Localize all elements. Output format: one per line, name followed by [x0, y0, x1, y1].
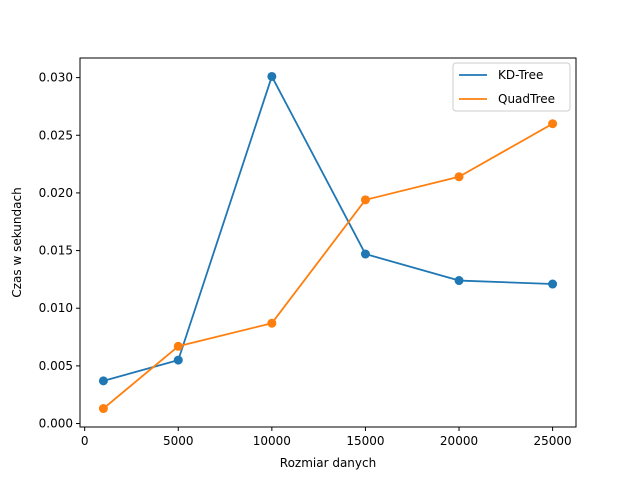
- series-line-kd-tree: [103, 75, 553, 382]
- data-point-quadtree: [98, 404, 108, 414]
- data-point-kd-tree: [360, 249, 370, 259]
- y-tick-label: 0.020: [39, 186, 73, 200]
- data-point-quadtree: [548, 119, 558, 129]
- data-point-quadtree: [454, 172, 464, 182]
- x-tick-label: 10000: [253, 434, 291, 448]
- y-axis-label: Czas w sekundach: [10, 187, 24, 297]
- y-tick-label: 0.025: [39, 128, 73, 142]
- y-tick-label: 0.030: [39, 71, 73, 85]
- x-tick-label: 5000: [163, 434, 194, 448]
- legend-label-kd-tree: KD-Tree: [498, 68, 543, 82]
- data-point-kd-tree: [173, 355, 183, 365]
- x-axis-label: Rozmiar danych: [280, 456, 376, 470]
- x-tick-label: 15000: [346, 434, 384, 448]
- data-point-quadtree: [173, 341, 183, 351]
- data-point-quadtree: [267, 318, 277, 328]
- series-line-quadtree: [102, 122, 554, 410]
- data-point-kd-tree: [548, 279, 558, 289]
- data-point-kd-tree: [98, 376, 108, 386]
- data-point-kd-tree: [267, 71, 277, 81]
- x-tick-label: 25000: [534, 434, 572, 448]
- data-point-quadtree: [360, 195, 370, 205]
- axis-ticks: 0 5000 10000 15000 20000 25000 0.000 0.005 0.010…: [39, 71, 572, 448]
- legend: KD-Tree QuadTree: [452, 62, 571, 112]
- y-tick-label: 0.000: [39, 417, 73, 431]
- y-tick-label: 0.005: [39, 359, 73, 373]
- data-point-kd-tree: [454, 276, 464, 286]
- x-tick-label: 0: [81, 434, 89, 448]
- y-tick-label: 0.010: [39, 301, 73, 315]
- y-tick-label: 0.015: [39, 244, 73, 258]
- plot-area: [98, 71, 558, 414]
- x-tick-label: 20000: [440, 434, 478, 448]
- legend-label-quadtree: QuadTree: [498, 92, 555, 106]
- axes-frame: [79, 57, 577, 428]
